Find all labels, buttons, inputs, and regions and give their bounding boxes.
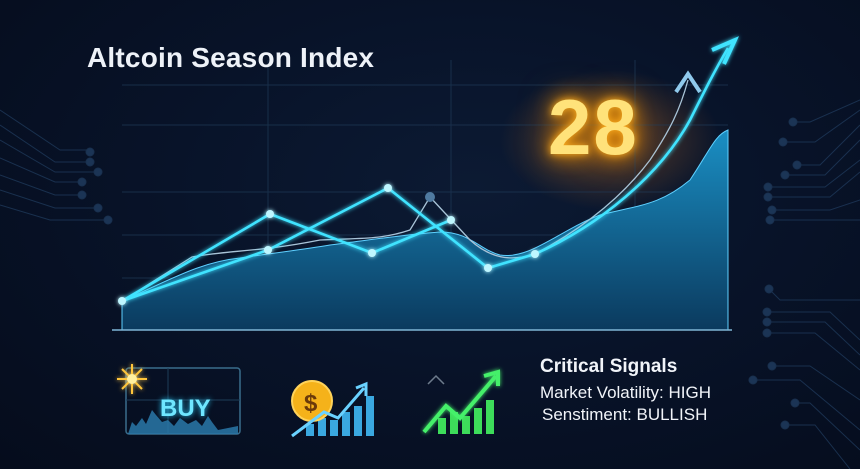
index-value: 28	[548, 83, 639, 171]
sparkle-icon	[117, 364, 147, 394]
signals-heading: Critical Signals	[540, 356, 678, 377]
buy-chart-icon: BUY	[117, 364, 241, 435]
secondary-point	[425, 192, 435, 202]
primary-points	[118, 184, 539, 305]
circuit-left	[0, 109, 113, 225]
area-series	[121, 129, 729, 331]
critical-signals-panel: Critical Signals Market Volatility: HIGH…	[540, 356, 711, 426]
svg-text:BUY: BUY	[160, 395, 211, 422]
page-title: Altcoin Season Index	[87, 42, 375, 73]
primary-lines	[121, 36, 739, 303]
signal-market-volatility: Market Volatility: HIGH	[540, 383, 711, 402]
circuit-right	[748, 99, 860, 469]
number-glow	[500, 70, 720, 210]
svg-text:$: $	[304, 390, 318, 417]
dollar-growth-icon: $	[291, 380, 374, 438]
green-growth-icon	[422, 369, 500, 434]
growth-arrow-icon	[291, 387, 366, 438]
secondary-line	[121, 79, 689, 302]
chevron-up-icon	[427, 374, 445, 385]
signal-sentiment: Senstiment: BULLISH	[542, 405, 708, 424]
secondary-arrow-head	[674, 70, 702, 94]
